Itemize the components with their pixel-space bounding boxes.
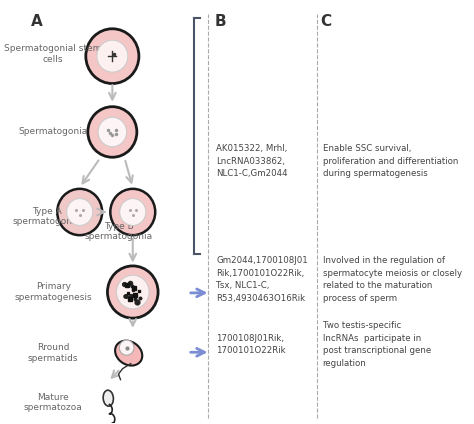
Circle shape — [120, 198, 146, 226]
Text: C: C — [320, 14, 332, 29]
Text: B: B — [214, 14, 226, 29]
Circle shape — [97, 40, 128, 72]
Text: Spermatogonia: Spermatogonia — [18, 128, 88, 137]
Ellipse shape — [115, 340, 142, 365]
Text: Enable SSC survival,
proliferation and differentiation
during spermatogenesis: Enable SSC survival, proliferation and d… — [323, 145, 458, 179]
Circle shape — [108, 266, 158, 318]
Text: Primary
spermatogenesis: Primary spermatogenesis — [14, 282, 92, 302]
Circle shape — [88, 107, 137, 157]
Circle shape — [98, 117, 127, 147]
Text: Type A
spermatogonia: Type A spermatogonia — [13, 206, 81, 226]
Circle shape — [119, 340, 134, 355]
Text: Gm2044,1700108J01
Rik,1700101O22Rik,
Tsx, NLC1-C,
R53,4930463O16Rik: Gm2044,1700108J01 Rik,1700101O22Rik, Tsx… — [217, 256, 308, 303]
Text: 1700108J01Rik,
1700101O22Rik: 1700108J01Rik, 1700101O22Rik — [217, 334, 286, 355]
Text: Type B
spermatogonia: Type B spermatogonia — [84, 222, 153, 241]
Text: Spermatogonial stem
cells: Spermatogonial stem cells — [4, 45, 102, 64]
Circle shape — [117, 275, 149, 309]
Circle shape — [110, 189, 155, 235]
Text: A: A — [31, 14, 43, 29]
Text: Involved in the regulation of
spermatocyte meiosis or closely
related to the mat: Involved in the regulation of spermatocy… — [323, 256, 462, 303]
Circle shape — [57, 189, 102, 235]
Circle shape — [86, 29, 139, 84]
Text: AK015322, Mrhl,
LncRNA033862,
NLC1-C,Gm2044: AK015322, Mrhl, LncRNA033862, NLC1-C,Gm2… — [217, 145, 288, 179]
Text: Rround
spermatids: Rround spermatids — [28, 343, 78, 363]
Ellipse shape — [103, 390, 113, 406]
Circle shape — [67, 198, 93, 226]
Text: Two testis-specific
lncRNAs  participate in
post transcriptional gene
regulation: Two testis-specific lncRNAs participate … — [323, 321, 431, 368]
Text: Mature
spermatozoa: Mature spermatozoa — [24, 393, 82, 412]
